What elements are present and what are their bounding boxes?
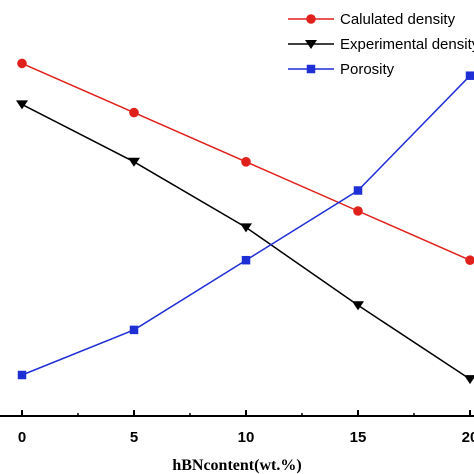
legend: Calulated density Experimental density Por… <box>288 11 474 78</box>
series-group <box>16 58 474 385</box>
data-point-experimental-density <box>352 301 364 311</box>
legend-label: Calulated density <box>340 11 456 28</box>
data-point-calculated-density <box>465 255 474 265</box>
legend-label: Experimental density <box>340 36 474 53</box>
data-point-experimental-density <box>128 157 140 167</box>
data-point-experimental-density <box>16 100 28 110</box>
x-tick-label: 15 <box>350 429 367 446</box>
legend-marker <box>306 64 316 74</box>
x-tick-label: 0 <box>18 429 26 446</box>
legend-label: Porosity <box>340 61 395 78</box>
data-point-calculated-density <box>241 157 251 167</box>
data-point-porosity <box>465 71 474 80</box>
series-porosity <box>17 71 474 380</box>
data-point-calculated-density <box>17 58 27 69</box>
data-point-porosity <box>129 325 139 335</box>
series-calculated-density <box>17 58 474 265</box>
x-axis-title: hBNcontent(wt.%) <box>172 457 301 474</box>
data-point-porosity <box>17 370 27 380</box>
x-tick-label: 10 <box>238 429 255 446</box>
legend-entry: Calulated density <box>288 11 456 28</box>
legend-marker <box>306 14 316 24</box>
data-point-porosity <box>241 255 251 265</box>
x-tick-label: 20 <box>462 429 474 446</box>
data-point-experimental-density <box>240 223 252 233</box>
data-point-calculated-density <box>353 206 363 216</box>
x-tick-label: 5 <box>130 429 138 446</box>
legend-entry: Experimental density <box>288 36 474 53</box>
axes: 0 5 10 15 20 <box>0 410 474 446</box>
data-point-calculated-density <box>129 107 139 118</box>
data-point-porosity <box>353 186 363 195</box>
legend-marker <box>305 40 317 49</box>
legend-entry: Porosity <box>288 61 395 78</box>
series-experimental-density <box>16 100 474 385</box>
data-point-experimental-density <box>464 375 474 385</box>
